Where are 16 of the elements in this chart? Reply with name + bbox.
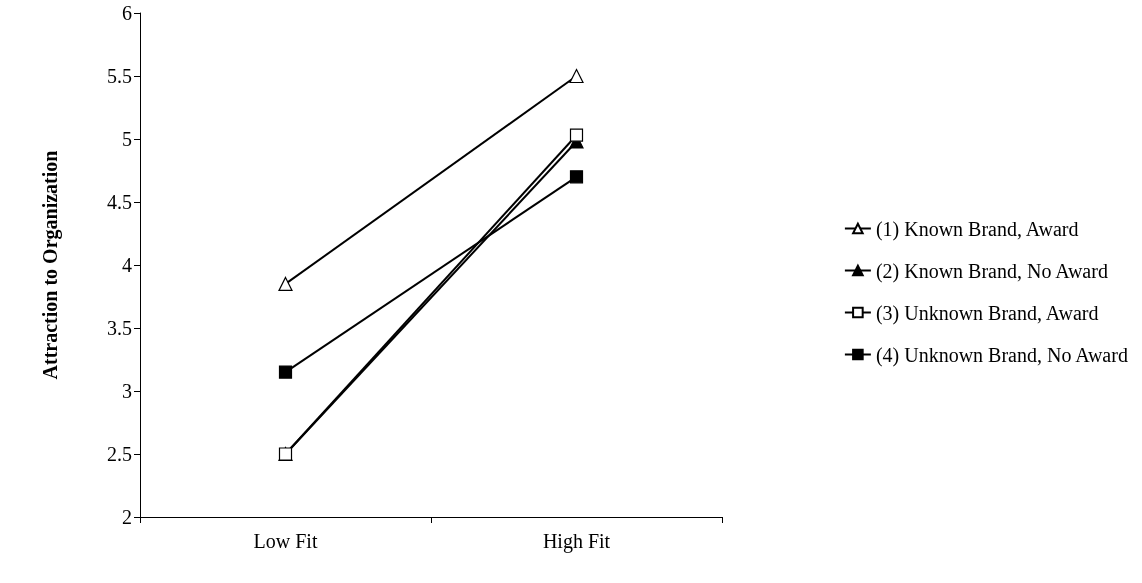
y-tick-label: 2 <box>122 506 132 528</box>
y-tick-label: 5.5 <box>107 65 132 87</box>
legend-label: (3) Unknown Brand, Award <box>875 301 1099 325</box>
y-tick-label: 3.5 <box>107 317 132 339</box>
y-tick-label: 4.5 <box>107 191 132 213</box>
y-tick-label: 5 <box>122 128 132 150</box>
y-tick-label: 2.5 <box>107 443 132 465</box>
legend-label: (1) Known Brand, Award <box>875 217 1079 241</box>
legend-label: (2) Known Brand, No Award <box>875 259 1108 283</box>
x-tick-label: Low Fit <box>253 530 318 552</box>
y-axis-title: Attraction to Organization <box>39 150 62 380</box>
y-tick-label: 3 <box>122 380 132 402</box>
x-tick-label: High Fit <box>542 530 611 553</box>
y-tick-label: 6 <box>122 2 132 24</box>
legend-label: (4) Unknown Brand, No Award <box>875 343 1128 367</box>
y-tick-label: 4 <box>122 254 132 276</box>
